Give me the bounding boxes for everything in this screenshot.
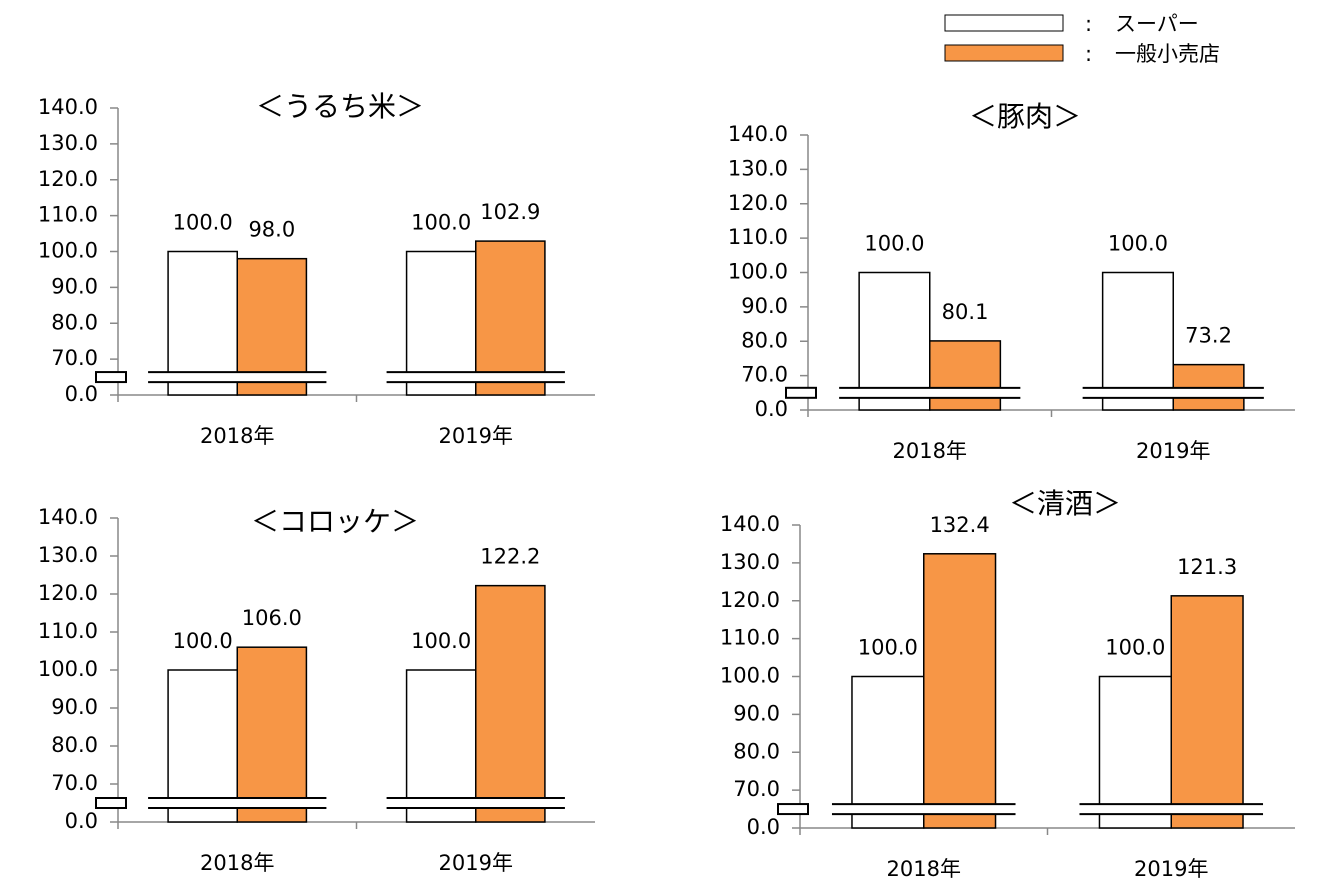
value-label: 100.0: [858, 636, 918, 660]
y-tick-label: 120.0: [38, 581, 98, 605]
axis-break: [839, 387, 1021, 398]
x-tick-label: 2019年: [1134, 857, 1208, 881]
bar: [929, 340, 1002, 411]
y-tick-label: 90.0: [733, 701, 780, 725]
bar: [1170, 595, 1244, 829]
y-tick-label: 90.0: [741, 294, 788, 318]
y-tick-label: 130.0: [38, 131, 98, 155]
y-tick-label: 0.0: [755, 397, 788, 421]
axis-break: [95, 371, 127, 384]
y-tick-label: 0.0: [65, 382, 98, 406]
y-tick-label: 100.0: [38, 657, 98, 681]
y-tick-label: 70.0: [741, 363, 788, 387]
value-label: 100.0: [411, 629, 471, 653]
legend-label: 一般小売店: [1115, 42, 1220, 66]
chart-title: ＜豚肉＞: [969, 100, 1081, 133]
axis-break: [386, 798, 565, 808]
x-tick-label: 2018年: [200, 424, 274, 448]
y-tick-label: 120.0: [728, 191, 788, 215]
value-label: 100.0: [864, 232, 924, 256]
y-tick-label: 100.0: [728, 260, 788, 284]
chart-title: ＜清酒＞: [1009, 487, 1121, 520]
y-tick-label: 80.0: [51, 733, 98, 757]
x-tick-label: 2019年: [439, 424, 513, 448]
x-tick-label: 2018年: [893, 439, 967, 463]
y-tick-label: 70.0: [733, 777, 780, 801]
axis-break: [148, 798, 327, 808]
chart-title: ＜うるち米＞: [256, 90, 424, 123]
y-tick-label: 140.0: [728, 122, 788, 146]
legend-colon: :: [1085, 42, 1092, 66]
value-label: 122.2: [480, 545, 540, 569]
value-label: 132.4: [930, 513, 990, 537]
value-label: 73.2: [1185, 324, 1232, 348]
value-label: 102.9: [480, 200, 540, 224]
y-tick-label: 70.0: [51, 346, 98, 370]
y-tick-label: 80.0: [741, 328, 788, 352]
y-tick-label: 140.0: [38, 505, 98, 529]
axis-break: [1079, 804, 1264, 815]
bar: [923, 553, 997, 829]
axis-break: [1082, 387, 1264, 398]
legend-colon: :: [1085, 12, 1092, 36]
legend-swatch: [944, 14, 1064, 32]
legend-swatch: [944, 44, 1064, 62]
bar: [405, 669, 477, 823]
value-label: 100.0: [411, 211, 471, 235]
x-tick-label: 2019年: [1136, 439, 1210, 463]
y-tick-label: 110.0: [38, 619, 98, 643]
y-tick-label: 110.0: [728, 225, 788, 249]
bar: [236, 646, 308, 823]
value-label: 106.0: [242, 606, 302, 630]
legend-label: スーパー: [1115, 12, 1199, 36]
value-label: 100.0: [173, 629, 233, 653]
y-tick-label: 140.0: [720, 512, 780, 536]
value-label: 80.1: [942, 300, 989, 324]
y-tick-label: 140.0: [38, 95, 98, 119]
x-tick-label: 2018年: [200, 851, 274, 875]
y-tick-label: 0.0: [747, 815, 780, 839]
y-tick-label: 80.0: [733, 739, 780, 763]
axis-break: [386, 372, 565, 383]
axis-break: [95, 797, 127, 809]
y-tick-label: 130.0: [728, 156, 788, 180]
axis-break: [148, 372, 327, 383]
y-tick-label: 90.0: [51, 695, 98, 719]
x-tick-label: 2019年: [439, 851, 513, 875]
chart-title: ＜コロッケ＞: [251, 505, 419, 538]
bar: [851, 675, 925, 829]
axis-break: [785, 386, 817, 399]
y-tick-label: 100.0: [720, 664, 780, 688]
value-label: 100.0: [1108, 232, 1168, 256]
bar: [475, 584, 546, 823]
y-tick-label: 80.0: [51, 310, 98, 334]
y-tick-label: 130.0: [38, 543, 98, 567]
x-tick-label: 2018年: [887, 857, 961, 881]
value-label: 100.0: [1105, 636, 1165, 660]
y-tick-label: 110.0: [720, 626, 780, 650]
y-tick-label: 120.0: [38, 167, 98, 191]
value-label: 100.0: [173, 211, 233, 235]
y-tick-label: 130.0: [720, 550, 780, 574]
y-tick-label: 90.0: [51, 274, 98, 298]
axis-break: [831, 804, 1016, 815]
bar: [167, 669, 239, 823]
value-label: 98.0: [248, 218, 295, 242]
bar: [475, 240, 546, 396]
y-tick-label: 0.0: [65, 809, 98, 833]
axis-break: [777, 803, 809, 816]
value-label: 121.3: [1177, 555, 1237, 579]
y-tick-label: 100.0: [38, 239, 98, 263]
y-tick-label: 120.0: [720, 588, 780, 612]
y-tick-label: 70.0: [51, 771, 98, 795]
y-tick-label: 110.0: [38, 203, 98, 227]
